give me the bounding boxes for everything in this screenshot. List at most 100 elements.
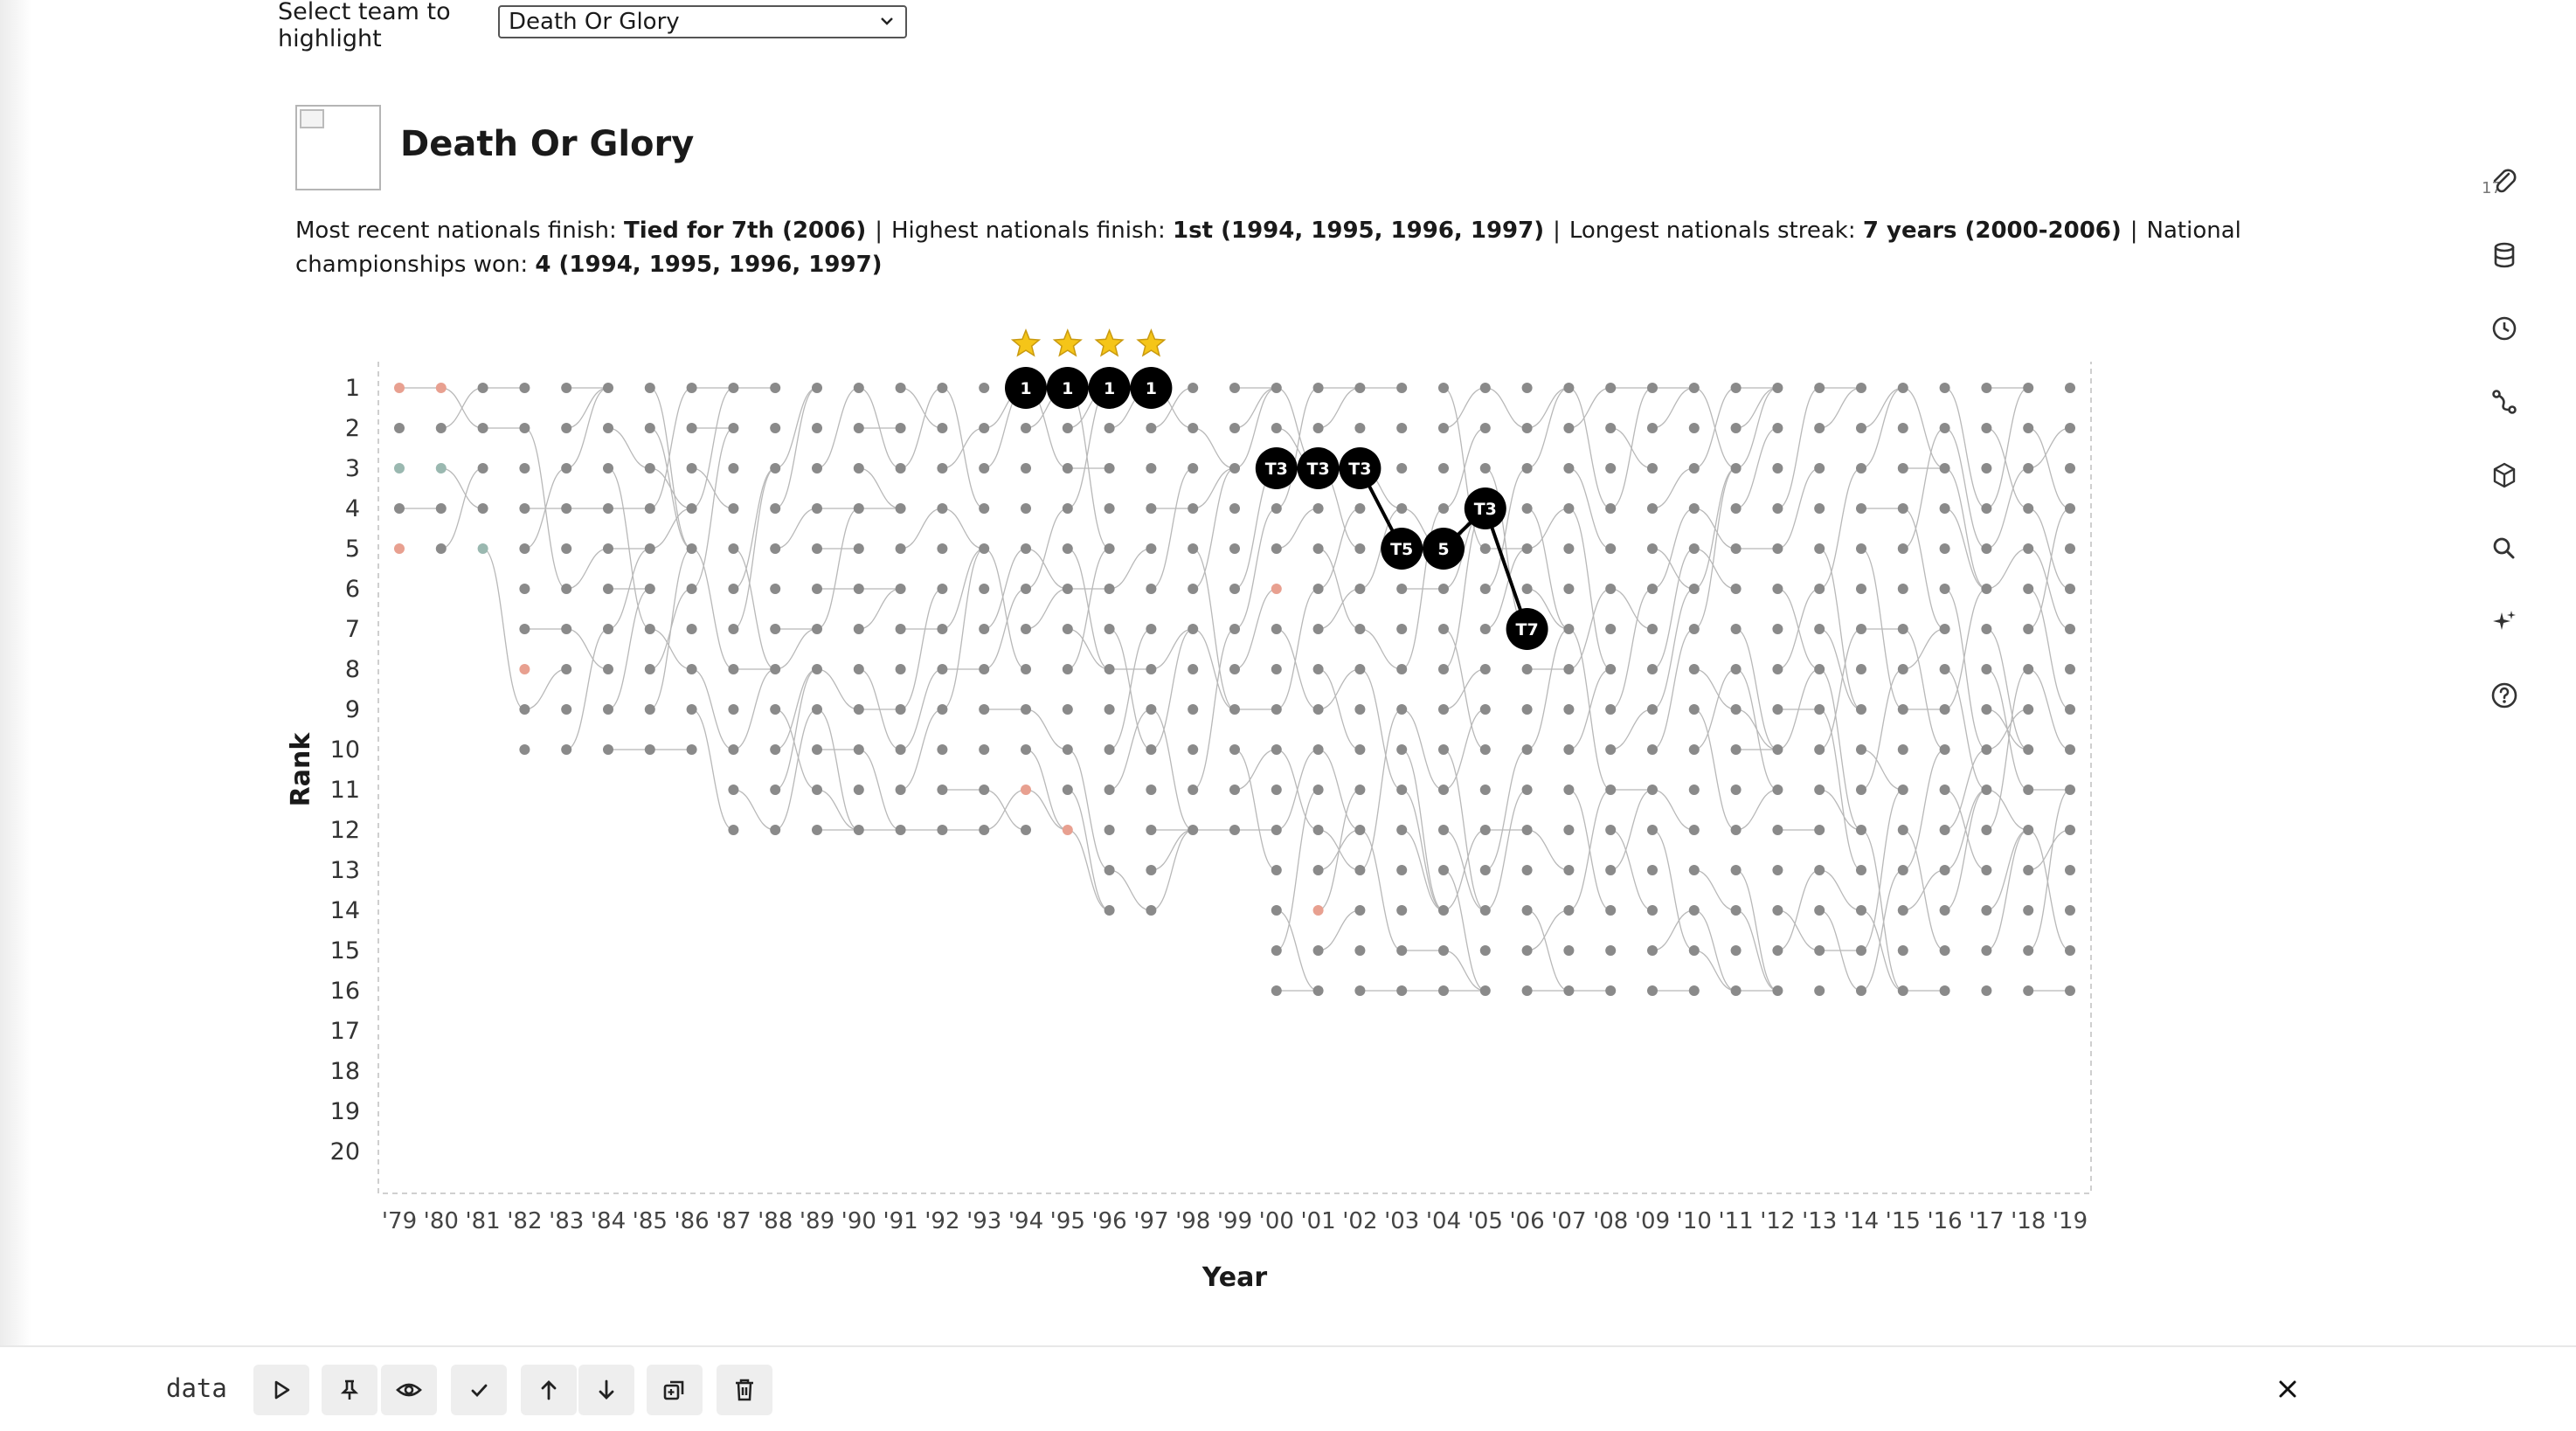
team-trajectory-line (1025, 508, 1068, 590)
close-button[interactable] (2268, 1370, 2307, 1408)
team-select[interactable]: Death Or Glory (498, 5, 907, 38)
team-trajectory-line (1151, 628, 1194, 670)
team-finish-dot (1104, 423, 1115, 433)
team-trajectory-line (649, 548, 692, 710)
team-finish-dot (1521, 865, 1533, 875)
team-finish-dot (603, 664, 613, 674)
team-finish-dot (1312, 704, 1324, 715)
team-finish-dot (1814, 584, 1825, 594)
team-finish-dot (2065, 624, 2075, 634)
team-finish-dot (1146, 905, 1157, 916)
team-finish-dot (1188, 825, 1199, 835)
cube-icon[interactable] (2480, 451, 2529, 500)
team-finish-dot (1647, 423, 1658, 433)
team-finish-dot (1814, 503, 1825, 514)
team-finish-dot (1563, 825, 1575, 835)
team-trajectory-line (858, 749, 901, 831)
team-finish-dot (895, 383, 906, 393)
team-finish-dot (1312, 423, 1324, 433)
team-finish-dot (519, 704, 530, 715)
team-finish-dot (686, 624, 697, 634)
team-finish-dot (1563, 744, 1575, 755)
team-finish-dot (1772, 543, 1783, 554)
paperclip-icon[interactable] (2480, 157, 2529, 206)
help-icon[interactable] (2480, 671, 2529, 720)
team-trajectory-line (1860, 869, 1903, 992)
path-icon[interactable] (2480, 377, 2529, 426)
team-finish-dot (1772, 463, 1783, 474)
team-finish-dot (1897, 584, 1908, 594)
team-finish-dot (1104, 905, 1115, 916)
team-finish-dot (2065, 543, 2075, 554)
team-finish-dot (728, 624, 739, 634)
team-finish-dot (1312, 985, 1324, 996)
team-finish-dot (979, 463, 990, 474)
team-finish-dot (1438, 985, 1449, 996)
team-finish-dot (937, 664, 948, 674)
clock-icon[interactable] (2480, 304, 2529, 353)
team-finish-dot (1479, 785, 1491, 795)
pin-button[interactable] (322, 1365, 377, 1415)
team-trajectory-line (984, 789, 1027, 831)
background-lines (399, 387, 2071, 992)
team-trajectory-line (1902, 387, 1945, 469)
team-trajectory-line (1693, 467, 1736, 630)
team-finish-dot (1271, 905, 1282, 916)
stat-championships-value: 4 (1994, 1995, 1996, 1997) (535, 252, 883, 278)
delete-button[interactable] (717, 1365, 772, 1415)
team-trajectory-line (1568, 508, 1611, 670)
team-select-value: Death Or Glory (509, 9, 680, 35)
team-finish-dot (1981, 664, 1992, 674)
team-trajectory-line (2028, 427, 2071, 509)
move-down-button[interactable] (578, 1365, 634, 1415)
arrow-down-icon (599, 1379, 614, 1400)
team-finish-dot (1897, 423, 1908, 433)
team-finish-dot (1688, 383, 1700, 393)
team-finish-dot (1021, 704, 1031, 715)
visibility-button[interactable] (381, 1365, 437, 1415)
team-finish-dot (1229, 624, 1240, 634)
team-trajectory-line (1443, 709, 1485, 791)
run-button[interactable] (253, 1365, 309, 1415)
team-finish-dot (1981, 785, 1992, 795)
team-trajectory-line (1151, 467, 1194, 590)
team-trajectory-line (1318, 789, 1361, 911)
team-finish-dot (561, 584, 572, 594)
team-finish-dot (853, 704, 864, 715)
team-finish-dot (1981, 543, 1992, 554)
team-trajectory-line (691, 709, 734, 831)
team-finish-dot (937, 503, 948, 514)
team-finish-dot (1563, 664, 1575, 674)
team-finish-dot (1438, 704, 1449, 715)
team-finish-dot (1981, 905, 1992, 916)
team-finish-dot (1396, 865, 1408, 875)
team-finish-dot (1354, 383, 1366, 393)
team-finish-dot (1312, 624, 1324, 634)
team-finish-dot (1647, 905, 1658, 916)
trash-icon (736, 1379, 753, 1401)
team-finish-dot (1605, 624, 1617, 634)
team-finish-dot (895, 744, 906, 755)
duplicate-button[interactable] (647, 1365, 703, 1415)
database-icon[interactable] (2480, 231, 2529, 280)
team-finish-dot (728, 503, 739, 514)
team-finish-dot (853, 785, 864, 795)
sparkle-icon[interactable] (2480, 598, 2529, 646)
team-finish-dot (1939, 744, 1950, 755)
team-finish-dot (1479, 383, 1491, 393)
team-finish-dot (1396, 744, 1408, 755)
check-button[interactable] (451, 1365, 507, 1415)
move-up-button[interactable] (521, 1365, 577, 1415)
highlight-finish-dot (1130, 367, 1173, 409)
team-finish-dot (1396, 503, 1408, 514)
team-finish-dot (1605, 423, 1617, 433)
team-trajectory-line (1276, 508, 1319, 550)
team-finish-dot (435, 423, 447, 433)
stat-separator: | (1553, 218, 1561, 244)
team-finish-dot (895, 584, 906, 594)
x-tick-label: '89 (800, 1208, 834, 1234)
team-finish-dot (1939, 503, 1950, 514)
search-icon[interactable] (2480, 524, 2529, 573)
team-finish-dot (2065, 383, 2075, 393)
